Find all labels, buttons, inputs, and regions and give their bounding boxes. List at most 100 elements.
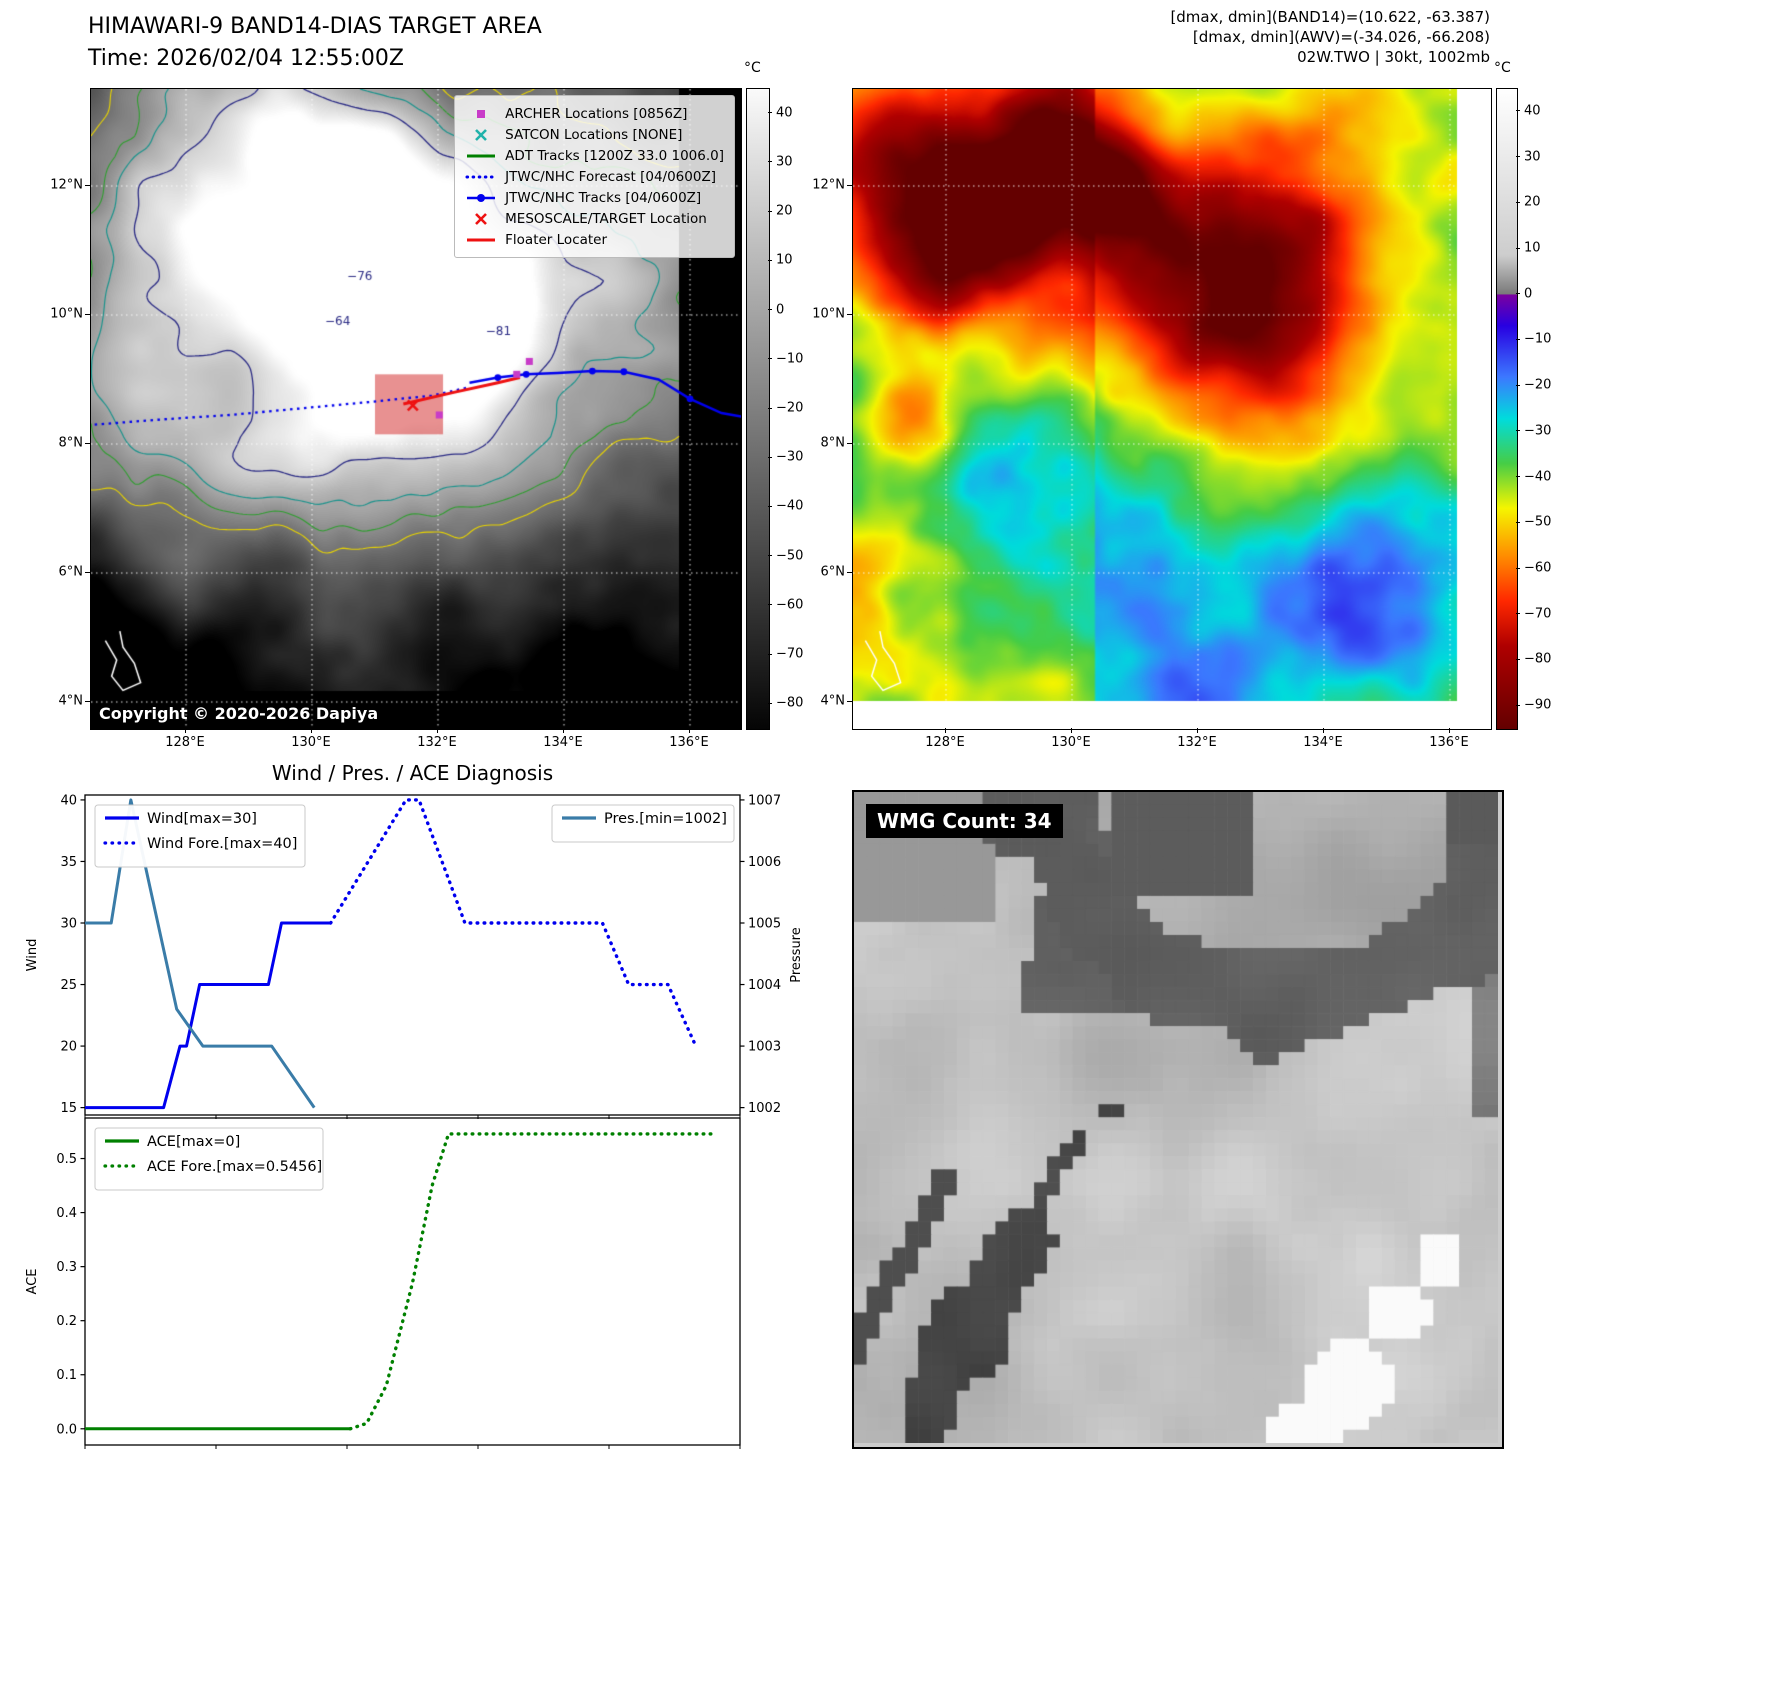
line-marker-marker-icon [465, 191, 497, 205]
band14-legend-box: ARCHER Locations [0856Z] SATCON Locations… [454, 95, 735, 258]
colorbar-tick-label: 30 [776, 154, 793, 170]
x-marker-icon [465, 212, 497, 226]
colorbar-tick-label: −10 [776, 351, 804, 367]
legend-item: MESOSCALE/TARGET Location [465, 208, 724, 229]
y-tick-label: 0.5 [56, 1152, 77, 1167]
legend-label: JTWC/NHC Forecast [04/0600Z] [505, 168, 716, 185]
wmg-image-canvas [854, 792, 1498, 1443]
diagnosis-chart-title: Wind / Pres. / ACE Diagnosis [272, 761, 553, 785]
y-tick-label: 25 [60, 978, 77, 993]
lon-tick-label: 130°E [291, 735, 331, 750]
lat-tick-label: 4°N [58, 693, 84, 709]
lat-tick-label: 8°N [820, 435, 846, 451]
y-tick-label: 15 [60, 1101, 77, 1116]
awv-header-line1: [dmax, dmin](BAND14)=(10.622, -63.387) [1170, 8, 1490, 26]
colorbar-tick-label: −60 [1524, 560, 1552, 576]
y-tick-label: 0.2 [56, 1314, 77, 1329]
lon-tick-label: 134°E [1303, 735, 1343, 750]
chart-legend-box [94, 804, 306, 868]
y-tick-label: 1002 [748, 1101, 781, 1116]
axis-label: Pressure [789, 927, 804, 983]
lon-tick-label: 136°E [669, 735, 709, 750]
lat-tick-label: 4°N [820, 693, 846, 709]
colorbar-tick-label: −50 [776, 548, 804, 564]
band14-copyright: Copyright © 2020-2026 Dapiya [99, 704, 379, 723]
band14-colorbar-unit: °C [744, 60, 761, 76]
colorbar-tick-label: 0 [776, 302, 785, 318]
lon-tick-label: 136°E [1429, 735, 1469, 750]
y-tick-label: 1006 [748, 855, 781, 870]
colorbar-tick-label: −80 [1524, 651, 1552, 667]
colorbar-tick-label: −70 [776, 646, 804, 662]
line-marker-icon [465, 149, 497, 163]
legend-item: JTWC/NHC Tracks [04/0600Z] [465, 187, 724, 208]
legend-label: Floater Locater [505, 231, 608, 248]
legend-label: ADT Tracks [1200Z 33.0 1006.0] [505, 147, 724, 164]
lon-tick-label: 132°E [417, 735, 457, 750]
series-line [85, 921, 331, 1110]
y-tick-label: 1005 [748, 917, 781, 932]
colorbar-tick-label: −30 [1524, 423, 1552, 439]
y-tick-label: 0.1 [56, 1368, 77, 1383]
y-tick-label: 1003 [748, 1040, 781, 1055]
colorbar-tick-label: −70 [1524, 606, 1552, 622]
legend-item: JTWC/NHC Forecast [04/0600Z] [465, 166, 724, 187]
colorbar-tick-label: 10 [1524, 240, 1541, 256]
band14-time-line: Time: 2026/02/04 12:55:00Z [88, 46, 404, 71]
lat-tick-label: 8°N [58, 435, 84, 451]
lon-tick-label: 130°E [1051, 735, 1091, 750]
lon-tick-label: 128°E [165, 735, 205, 750]
awv-header-line3: 02W.TWO | 30kt, 1002mb [1297, 48, 1490, 66]
chart-legend-label: Wind Fore.[max=40] [147, 836, 297, 852]
y-tick-label: 35 [60, 855, 77, 870]
band14-map-panel: ARCHER Locations [0856Z] SATCON Locations… [90, 88, 742, 730]
y-tick-label: 40 [60, 793, 77, 808]
chart-legend-label: Wind[max=30] [147, 811, 257, 827]
lat-tick-label: 12°N [50, 177, 83, 193]
lon-tick-label: 128°E [925, 735, 965, 750]
awv-colorbar [1496, 88, 1518, 730]
axis-label: Wind [25, 939, 40, 972]
y-tick-label: 0.3 [56, 1260, 77, 1275]
x-marker-icon [465, 128, 497, 142]
colorbar-tick-label: 20 [1524, 194, 1541, 210]
legend-item: ADT Tracks [1200Z 33.0 1006.0] [465, 145, 724, 166]
colorbar-tick-label: −90 [1524, 697, 1552, 713]
y-tick-label: 20 [60, 1040, 77, 1055]
colorbar-tick-label: −80 [776, 695, 804, 711]
legend-label: ARCHER Locations [0856Z] [505, 105, 688, 122]
wind-pres-ace-charts: Wind / Pres. / ACE Diagnosis 15 20 25 30 35 40… [25, 761, 804, 1449]
chart-legend-box [94, 1127, 324, 1191]
lat-tick-label: 6°N [58, 564, 84, 580]
y-tick-label: 30 [60, 917, 77, 932]
wmg-panel: WMG Count: 34 [852, 790, 1504, 1449]
chart-legend-label: Pres.[min=1002] [604, 811, 727, 827]
awv-satellite-canvas [853, 89, 1491, 729]
square-marker-icon [465, 107, 497, 121]
lat-tick-label: 6°N [820, 564, 846, 580]
legend-item: SATCON Locations [NONE] [465, 124, 724, 145]
lon-tick-label: 134°E [543, 735, 583, 750]
line-marker-icon [465, 233, 497, 247]
series-line [85, 798, 316, 1109]
colorbar-tick-label: 30 [1524, 149, 1541, 165]
lat-tick-label: 12°N [812, 177, 845, 193]
colorbar-tick-label: 10 [776, 252, 793, 268]
y-tick-label: 1004 [748, 978, 781, 993]
colorbar-tick-label: −20 [776, 400, 804, 416]
colorbar-tick-label: −50 [1524, 514, 1552, 530]
colorbar-tick-label: 40 [776, 105, 793, 121]
colorbar-tick-label: 20 [776, 203, 793, 219]
lon-tick-label: 132°E [1177, 735, 1217, 750]
legend-label: JTWC/NHC Tracks [04/0600Z] [505, 189, 702, 206]
band14-colorbar [746, 88, 770, 730]
colorbar-tick-label: 40 [1524, 103, 1541, 119]
chart-legend-label: ACE[max=0] [147, 1134, 240, 1150]
wmg-count-label: WMG Count: 34 [866, 804, 1063, 838]
axis-label: ACE [25, 1269, 40, 1295]
y-tick-label: 0.4 [56, 1206, 77, 1221]
colorbar-tick-label: −60 [776, 597, 804, 613]
dotted-line-marker-icon [465, 170, 497, 184]
colorbar-tick-label: −40 [1524, 469, 1552, 485]
awv-header-line2: [dmax, dmin](AWV)=(-34.026, -66.208) [1192, 28, 1490, 46]
